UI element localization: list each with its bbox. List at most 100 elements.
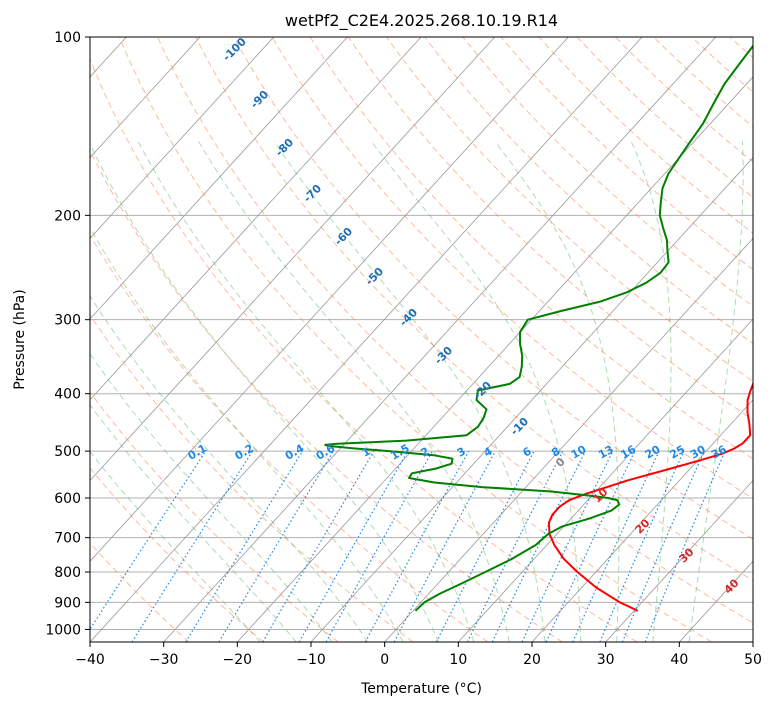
dry-adiabat-line [0,37,264,642]
isotherm-line [0,37,421,642]
moist-adiabat-line [274,141,545,642]
x-tick-label: 10 [449,652,467,668]
dry-adiabat-label: -90 [248,88,271,111]
moist-adiabat-line [631,141,671,642]
mixing-ratio-line [186,451,303,642]
sounding-lines [325,37,775,611]
mixing-ratio-line [82,451,206,642]
mixing-ratio-label: 16 [618,443,638,462]
dry-adiabat-line [539,37,775,642]
mixing-ratio-line [394,451,495,642]
y-axis: 100 200 300 400 500 600 700 800 900 1000 [45,30,90,638]
dry-adiabat-line [730,37,775,642]
mixing-ratio-label: 2 [418,445,431,460]
mixing-ratio-label: 13 [596,443,616,462]
isotherm-line [0,37,347,642]
mixing-ratio-label: 6 [521,444,534,459]
y-tick-label: 700 [54,531,81,547]
isotherm-line [0,37,200,642]
dry-adiabat-line [577,37,775,642]
dry-adiabat-line [0,37,189,642]
background-lines [0,37,775,642]
dry-adiabat-line [0,37,338,642]
mixing-ratio-label: 36 [709,443,729,462]
x-axis-label: Temperature (°C) [360,681,482,697]
y-tick-label: 500 [54,444,81,460]
x-tick-label: 20 [523,652,541,668]
moist-adiabat-line [0,141,332,642]
moist-adiabat-line [89,141,439,642]
warm-adiabat-label: 0 [553,455,568,470]
mixing-ratio-label: 10 [569,443,589,462]
dry-adiabat-label: -10 [508,415,531,438]
dry-adiabat-line [616,37,775,642]
y-tick-label: 900 [54,595,81,611]
x-tick-label: 0 [380,652,389,668]
dry-adiabat-line [654,37,775,642]
dry-adiabat-label: -100 [220,35,249,64]
x-tick-label: −10 [296,652,326,668]
mixing-ratio-label: 0.1 [186,442,209,463]
warm-adiabat-label: 30 [677,545,697,565]
y-tick-label: 600 [54,491,81,507]
mixing-ratio-line [573,451,659,642]
mixing-ratio-line [468,451,563,642]
dry-adiabat-line [387,37,775,642]
isotherm-line [0,37,274,642]
dry-adiabat-label: -70 [301,182,324,205]
isotherm-line [458,37,775,642]
mixing-ratio-label: 1.5 [388,442,411,463]
x-tick-label: 50 [744,652,762,668]
mixing-ratio-label: 25 [668,443,688,462]
y-axis-label: Pressure (hPa) [12,289,28,389]
mixing-ratio-label: 0.4 [283,441,307,462]
isotherm-line [385,37,775,642]
mixing-ratio-label: 0.2 [233,442,256,463]
y-tick-label: 300 [54,313,81,329]
isotherm-line [0,37,495,642]
temperature-line [549,37,775,611]
mixing-ratio-line [263,451,374,642]
chart-title: wetPf2_C2E4.2025.268.10.19.R14 [285,11,558,31]
warm-adiabat-label: 10 [591,485,611,505]
y-tick-label: 400 [54,387,81,403]
x-tick-label: 40 [670,652,688,668]
dry-adiabat-line [692,37,775,642]
dry-adiabat-line [0,37,413,642]
mixing-ratio-label: 4 [482,444,495,459]
mixing-ratio-line [492,451,585,642]
isotherm-line [753,37,775,642]
mixing-ratio-label: 3 [455,445,468,460]
mixing-ratio-label: 20 [643,443,663,462]
mixing-ratio-line [622,451,704,642]
mixing-ratio-line [600,451,684,642]
mixing-ratio-line [219,451,333,642]
y-tick-label: 200 [54,208,81,224]
warm-adiabat-label: 20 [633,516,653,536]
dry-adiabat-label: -80 [273,136,296,159]
y-tick-label: 800 [54,565,81,581]
x-tick-label: −20 [223,652,253,668]
warm-adiabat-label: 40 [722,576,742,596]
x-tick-label: −40 [75,652,105,668]
mixing-ratio-label: 1 [360,445,373,460]
x-tick-label: −30 [149,652,179,668]
moist-adiabat-line [0,141,296,642]
moist-adiabat-line [689,141,743,642]
dry-adiabat-label: -30 [432,344,455,367]
isotherm-line [16,37,568,642]
dry-adiabat-label: -40 [397,306,420,329]
dry-adiabat-line [119,37,711,642]
y-tick-label: 1000 [45,622,81,638]
mixing-ratio-line [546,451,635,642]
dewpoint-line [325,37,760,611]
isotherm-line [164,37,716,642]
dry-adiabat-label: -50 [363,265,386,288]
y-tick-label: 100 [54,30,81,46]
plot-frame [90,37,753,642]
moist-adiabat-line [48,141,404,642]
